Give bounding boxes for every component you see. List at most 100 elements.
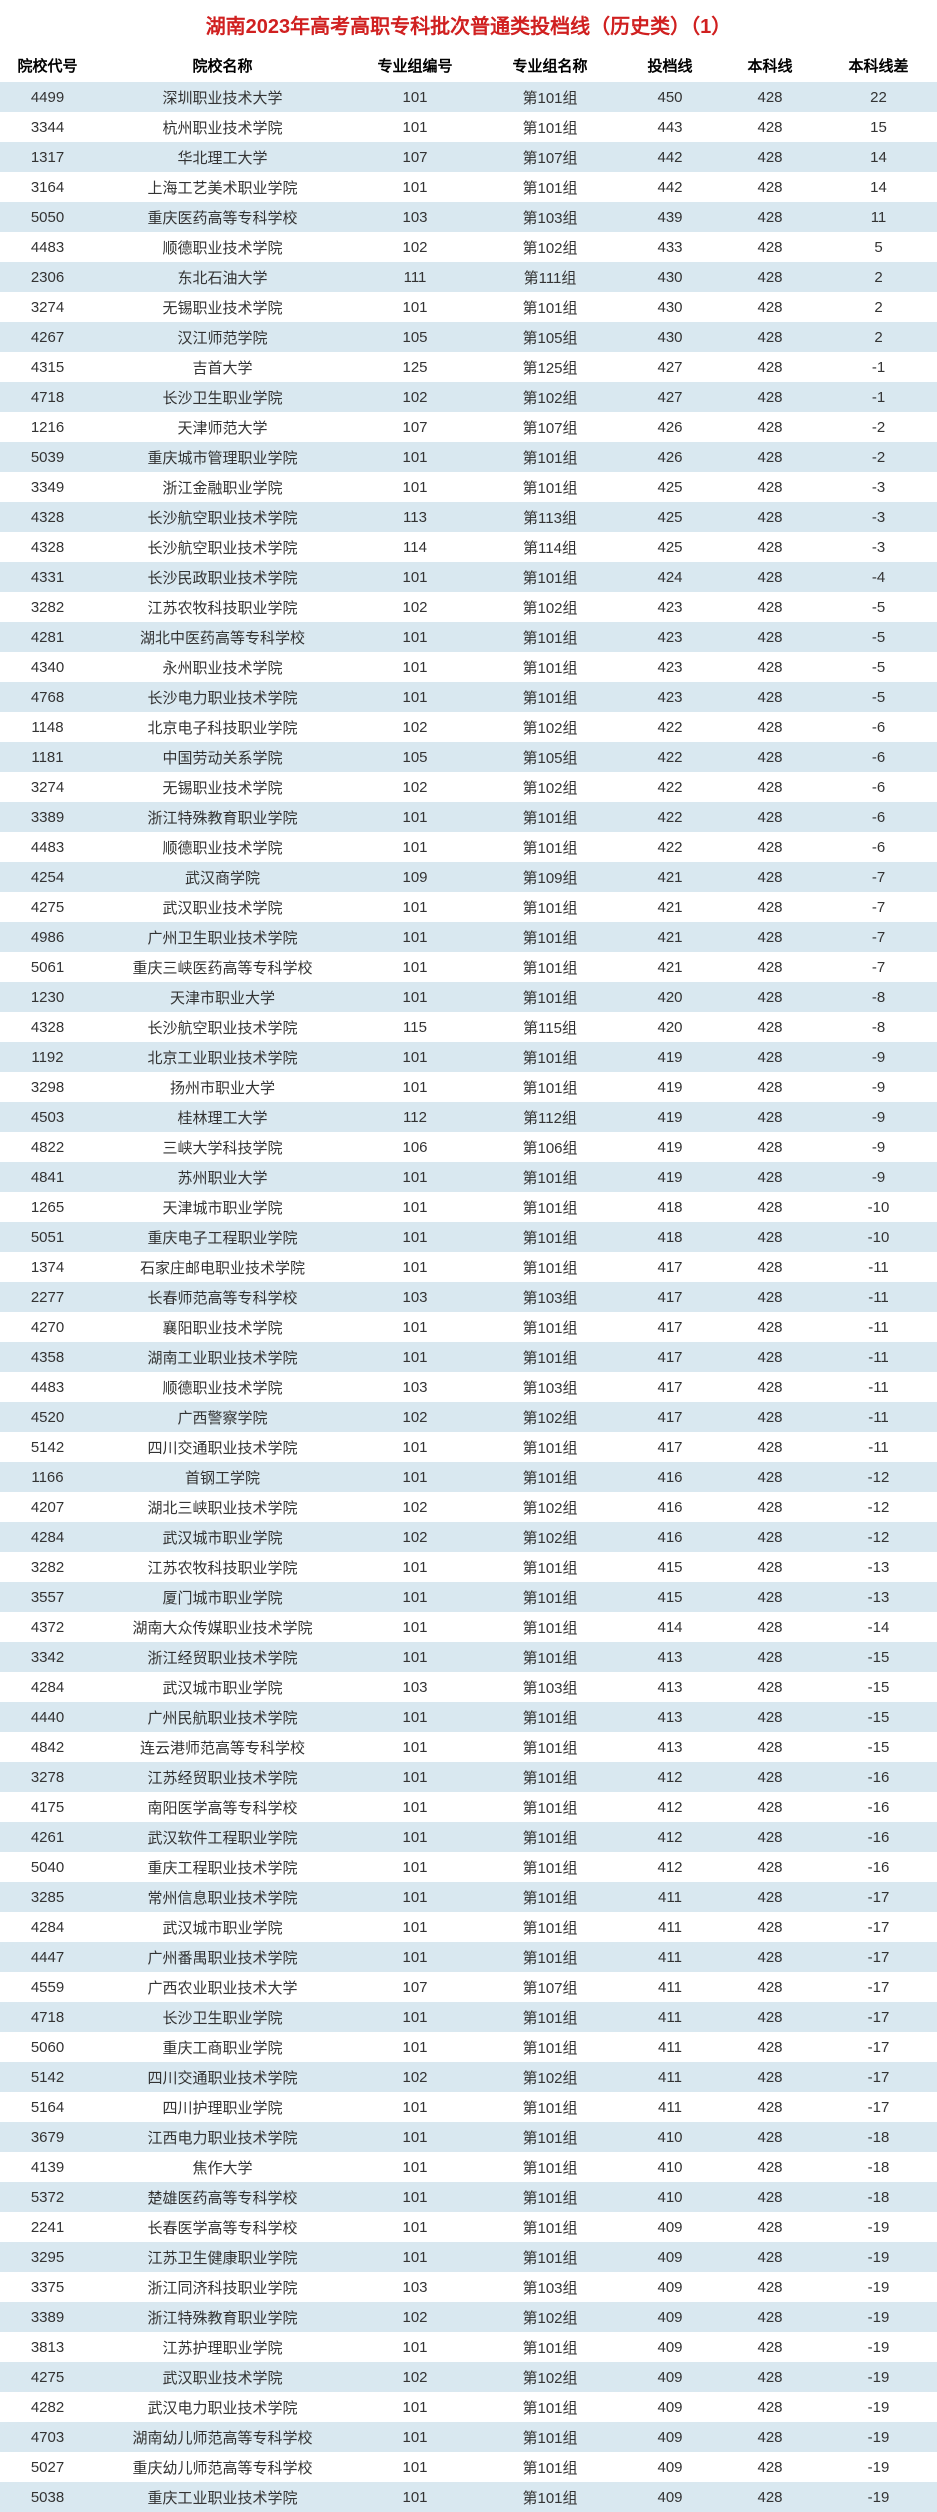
table-cell: 414 — [620, 1612, 720, 1642]
table-cell: 3349 — [0, 472, 95, 502]
table-cell: 423 — [620, 592, 720, 622]
table-cell: 第107组 — [480, 412, 620, 442]
table-cell: 4284 — [0, 1522, 95, 1552]
table-cell: 427 — [620, 382, 720, 412]
table-cell: 第102组 — [480, 382, 620, 412]
table-row: 4372湖南大众传媒职业技术学院101第101组414428-14 — [0, 1612, 937, 1642]
table-cell: 442 — [620, 142, 720, 172]
table-cell: 428 — [720, 2032, 820, 2062]
table-cell: -7 — [820, 892, 937, 922]
table-cell: -11 — [820, 1312, 937, 1342]
table-cell: -16 — [820, 1822, 937, 1852]
table-cell: 第102组 — [480, 2362, 620, 2392]
table-cell: 417 — [620, 1282, 720, 1312]
table-cell: 101 — [350, 1222, 480, 1252]
table-cell: 第101组 — [480, 2452, 620, 2482]
table-cell: 428 — [720, 502, 820, 532]
table-cell: -6 — [820, 832, 937, 862]
table-cell: 4986 — [0, 922, 95, 952]
table-cell: -13 — [820, 1552, 937, 1582]
table-cell: 第101组 — [480, 982, 620, 1012]
table-cell: 428 — [720, 682, 820, 712]
table-cell: 428 — [720, 322, 820, 352]
table-row: 4282武汉电力职业技术学院101第101组409428-19 — [0, 2392, 937, 2422]
table-cell: 101 — [350, 1192, 480, 1222]
table-cell: 101 — [350, 1162, 480, 1192]
table-cell: 第101组 — [480, 2332, 620, 2362]
table-cell: 杭州职业技术学院 — [95, 112, 350, 142]
table-cell: 410 — [620, 2182, 720, 2212]
table-cell: 4358 — [0, 1342, 95, 1372]
table-cell: 4275 — [0, 892, 95, 922]
table-row: 5038重庆工业职业技术学院101第101组409428-19 — [0, 2482, 937, 2512]
table-cell: -11 — [820, 1432, 937, 1462]
table-cell: 3813 — [0, 2332, 95, 2362]
table-cell: 第111组 — [480, 262, 620, 292]
table-cell: 107 — [350, 412, 480, 442]
table-cell: 第101组 — [480, 1252, 620, 1282]
table-cell: 428 — [720, 652, 820, 682]
table-cell: 101 — [350, 892, 480, 922]
table-row: 1192北京工业职业技术学院101第101组419428-9 — [0, 1042, 937, 1072]
table-cell: 428 — [720, 232, 820, 262]
table-row: 4261武汉软件工程职业学院101第101组412428-16 — [0, 1822, 937, 1852]
table-cell: 江苏农牧科技职业学院 — [95, 1552, 350, 1582]
table-row: 3389浙江特殊教育职业学院101第101组422428-6 — [0, 802, 937, 832]
table-row: 2241长春医学高等专科学校101第101组409428-19 — [0, 2212, 937, 2242]
table-cell: 武汉职业技术学院 — [95, 2362, 350, 2392]
table-row: 4267汉江师范学院105第105组4304282 — [0, 322, 937, 352]
table-cell: 417 — [620, 1342, 720, 1372]
table-cell: 3298 — [0, 1072, 95, 1102]
table-cell: -16 — [820, 1762, 937, 1792]
table-cell: 长沙卫生职业学院 — [95, 382, 350, 412]
table-row: 1166首钢工学院101第101组416428-12 — [0, 1462, 937, 1492]
table-cell: 3375 — [0, 2272, 95, 2302]
table-cell: 长沙航空职业技术学院 — [95, 532, 350, 562]
table-cell: 5039 — [0, 442, 95, 472]
table-cell: 广西警察学院 — [95, 1402, 350, 1432]
table-cell: 5061 — [0, 952, 95, 982]
table-cell: 常州信息职业技术学院 — [95, 1882, 350, 1912]
table-cell: 3282 — [0, 592, 95, 622]
table-cell: 3557 — [0, 1582, 95, 1612]
table-cell: 天津师范大学 — [95, 412, 350, 442]
table-cell: 深圳职业技术大学 — [95, 82, 350, 112]
table-cell: 4718 — [0, 2002, 95, 2032]
table-cell: 415 — [620, 1582, 720, 1612]
table-cell: 102 — [350, 772, 480, 802]
table-cell: 湖北中医药高等专科学校 — [95, 622, 350, 652]
table-cell: 第101组 — [480, 1042, 620, 1072]
table-cell: 428 — [720, 412, 820, 442]
table-row: 5142四川交通职业技术学院102第102组411428-17 — [0, 2062, 937, 2092]
table-row: 5040重庆工程职业技术学院101第101组412428-16 — [0, 1852, 937, 1882]
table-cell: 109 — [350, 862, 480, 892]
table-cell: -19 — [820, 2362, 937, 2392]
table-cell: -6 — [820, 772, 937, 802]
table-cell: 428 — [720, 1912, 820, 1942]
table-cell: 5060 — [0, 2032, 95, 2062]
table-cell: 421 — [620, 922, 720, 952]
table-cell: 428 — [720, 892, 820, 922]
table-cell: 重庆工业职业技术学院 — [95, 2482, 350, 2512]
table-cell: 5 — [820, 232, 937, 262]
table-cell: 第102组 — [480, 1402, 620, 1432]
table-cell: 411 — [620, 2092, 720, 2122]
table-cell: 103 — [350, 1282, 480, 1312]
table-cell: 4275 — [0, 2362, 95, 2392]
header-name: 院校名称 — [95, 49, 350, 82]
table-cell: 101 — [350, 1432, 480, 1462]
table-cell: 第101组 — [480, 1582, 620, 1612]
table-cell: 419 — [620, 1162, 720, 1192]
table-cell: -16 — [820, 1792, 937, 1822]
table-cell: -17 — [820, 2002, 937, 2032]
table-cell: 广州番禺职业技术学院 — [95, 1942, 350, 1972]
table-cell: 第101组 — [480, 562, 620, 592]
table-cell: 101 — [350, 112, 480, 142]
table-cell: 428 — [720, 2212, 820, 2242]
table-cell: 428 — [720, 1342, 820, 1372]
table-cell: 125 — [350, 352, 480, 382]
table-cell: 4841 — [0, 1162, 95, 1192]
table-cell: 103 — [350, 1372, 480, 1402]
table-cell: -7 — [820, 952, 937, 982]
table-cell: 东北石油大学 — [95, 262, 350, 292]
